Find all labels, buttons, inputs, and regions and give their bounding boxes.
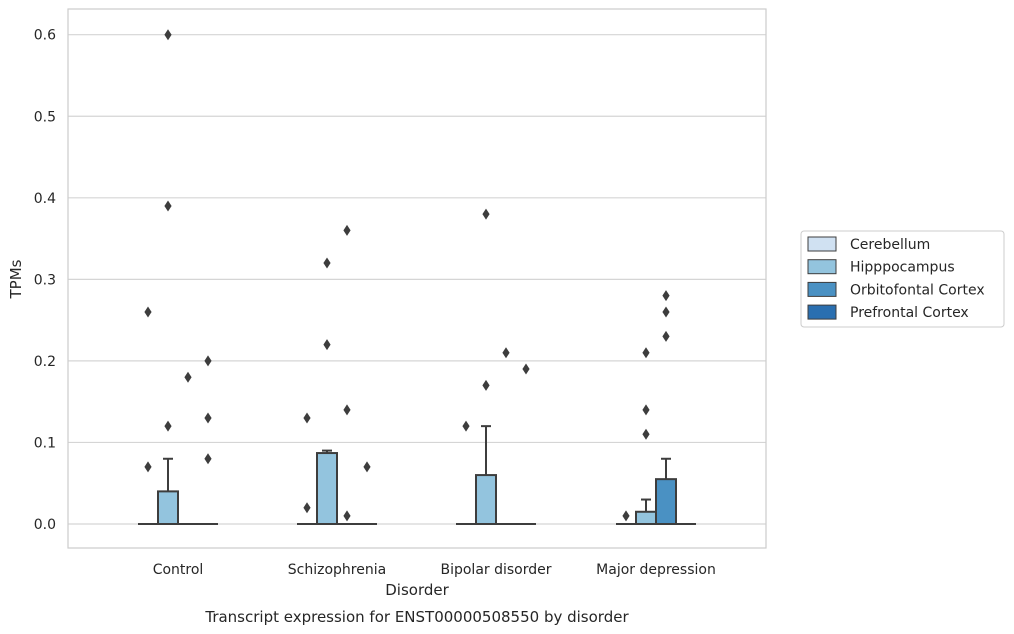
outlier-point	[164, 200, 172, 212]
legend-swatch	[807, 259, 837, 275]
outlier-point	[622, 510, 630, 522]
outlier-point	[303, 502, 311, 514]
y-axis-title: TPMs	[7, 259, 25, 299]
outlier-point	[662, 330, 670, 342]
outlier-points	[144, 29, 670, 522]
box-body	[316, 452, 338, 526]
outlier-point	[184, 371, 192, 383]
y-tick-label: 0.5	[34, 109, 56, 125]
box-hipppocampus	[635, 498, 657, 525]
legend-swatch	[807, 281, 837, 297]
outlier-point	[144, 306, 152, 318]
outlier-point	[642, 347, 650, 359]
outlier-point	[323, 339, 331, 351]
outlier-point	[343, 404, 351, 416]
outlier-point	[323, 257, 331, 269]
box-body	[655, 478, 677, 525]
outlier-point	[662, 290, 670, 302]
outlier-point	[303, 412, 311, 424]
y-tick-label: 0.4	[34, 191, 56, 207]
y-tick-label: 0.1	[34, 435, 56, 451]
x-axis-ticks: Control Schizophrenia Bipolar disorder Majo…	[153, 562, 716, 578]
legend-swatch	[807, 236, 837, 252]
x-tick-label: Major depression	[596, 562, 716, 578]
outlier-point	[642, 428, 650, 440]
x-tick-label: Bipolar disorder	[440, 562, 551, 578]
box-hipppocampus	[316, 449, 338, 526]
outlier-point	[204, 355, 212, 367]
legend-swatch	[807, 304, 837, 320]
outlier-point	[164, 29, 172, 41]
outlier-point	[522, 363, 530, 375]
outlier-point	[462, 420, 470, 432]
outlier-point	[482, 379, 490, 391]
outlier-point	[642, 404, 650, 416]
legend-frame	[800, 230, 1005, 328]
x-axis-title: Disorder	[385, 581, 449, 599]
y-axis-ticks: 0.0 0.1 0.2 0.3 0.4 0.5 0.6	[34, 28, 56, 533]
outlier-point	[363, 461, 371, 473]
x-tick-label: Control	[153, 562, 204, 578]
y-tick-label: 0.0	[34, 517, 56, 533]
box-body	[157, 490, 179, 526]
chart-title: Transcript expression for ENST0000050855…	[204, 608, 629, 626]
legend: Cerebellum Hipppocampus Orbitofontal Corte…	[800, 230, 1005, 328]
x-tick-label: Schizophrenia	[288, 562, 386, 578]
box-body	[635, 510, 657, 525]
outlier-point	[343, 224, 351, 236]
outlier-point	[502, 347, 510, 359]
outlier-point	[662, 306, 670, 318]
legend-label: Orbitofontal Cortex	[850, 282, 985, 298]
outlier-point	[144, 461, 152, 473]
outlier-point	[482, 208, 490, 220]
outlier-point	[343, 510, 351, 522]
box-body	[475, 474, 497, 526]
y-tick-label: 0.3	[34, 272, 56, 288]
box-hipppocampus	[475, 425, 497, 526]
grid-lines	[68, 34, 766, 525]
y-tick-label: 0.6	[34, 28, 56, 44]
y-tick-label: 0.2	[34, 354, 56, 370]
outlier-point	[204, 412, 212, 424]
legend-label: Cerebellum	[850, 237, 930, 253]
legend-label: Hipppocampus	[850, 260, 955, 276]
box-hipppocampus	[157, 457, 179, 526]
plot-area-frame	[67, 8, 767, 549]
boxes	[138, 425, 696, 526]
outlier-point	[164, 420, 172, 432]
box-orbitofontal-cortex	[655, 457, 677, 525]
legend-label: Prefrontal Cortex	[850, 305, 969, 321]
outlier-point	[204, 453, 212, 465]
